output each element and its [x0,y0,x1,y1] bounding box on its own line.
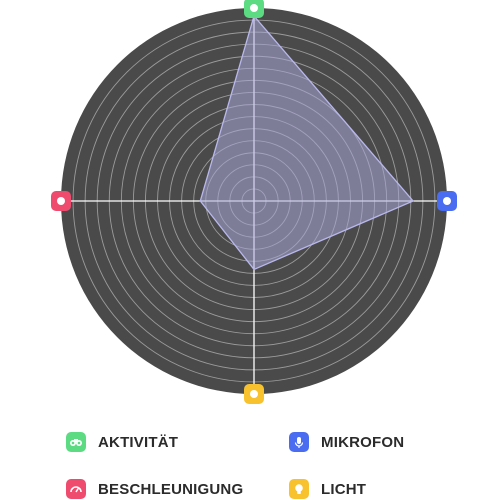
legend-item-activity: AKTIVITÄT [66,432,178,452]
legend-item-light: LICHT [289,479,366,499]
legend-label-acceleration: BESCHLEUNIGUNG [98,480,244,498]
legend-label-activity: AKTIVITÄT [98,433,179,451]
speedometer-icon [66,479,86,499]
axis-marker-acceleration [51,191,71,211]
legend-label-microphone: MIKROFON [321,433,405,451]
radar-chart [51,0,457,404]
legend-item-microphone: MIKROFON [289,432,404,452]
legend-label-light: LICHT [321,480,367,498]
legend-item-acceleration: BESCHLEUNIGUNG [66,479,243,499]
microphone-icon [289,432,309,452]
axis-marker-activity [244,0,264,18]
axis-marker-light [244,384,264,404]
radar-area [199,14,415,271]
axis-marker-microphone [437,191,457,211]
lightbulb-icon [289,479,309,499]
axis-icons [51,0,457,404]
binoculars-icon [66,432,86,452]
